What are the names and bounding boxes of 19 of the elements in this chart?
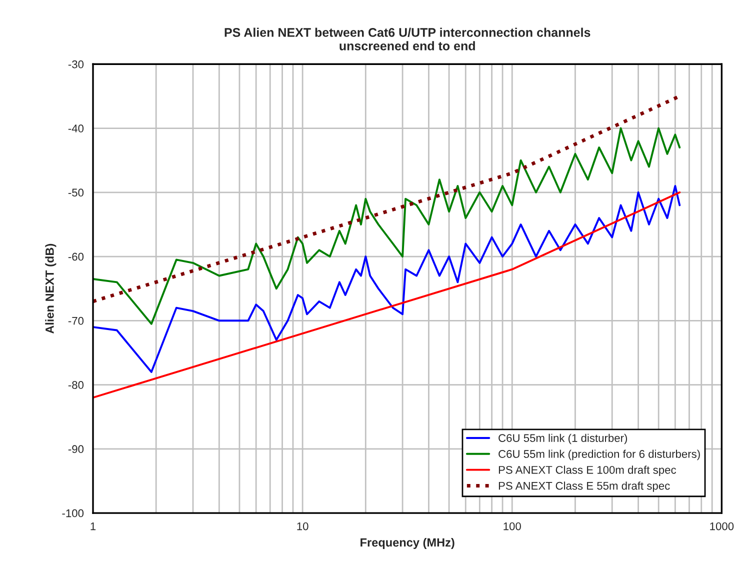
y-tick-label: -30	[68, 60, 84, 68]
legend-label: C6U 55m link (1 disturber)	[498, 434, 628, 444]
y-tick-label: -40	[68, 124, 84, 132]
legend-label: C6U 55m link (prediction for 6 disturbers)	[498, 450, 700, 460]
legend-label: PS ANEXT Class E 55m draft spec	[498, 482, 670, 492]
y-tick-label: -90	[68, 445, 84, 454]
y-tick-label: -100	[62, 509, 84, 518]
y-tick-label: -50	[68, 188, 84, 197]
x-tick-label: 1000	[710, 522, 734, 530]
y-tick-label: -80	[68, 381, 84, 389]
y-axis-title: Alien NEXT (dB)	[45, 244, 56, 334]
legend-label: PS ANEXT Class E 100m draft spec	[498, 466, 676, 476]
x-tick-label: 1	[90, 522, 96, 530]
y-tick-label: -70	[68, 316, 84, 325]
x-tick-label: 100	[504, 522, 521, 530]
y-tick-label: -60	[68, 252, 84, 261]
chart-title: PS Alien NEXT between Cat6 U/UTP interconnection channels unscreened end to end	[224, 28, 590, 50]
x-axis-title: Frequency (MHz)	[360, 538, 454, 549]
x-tick-label: 10	[297, 522, 308, 530]
